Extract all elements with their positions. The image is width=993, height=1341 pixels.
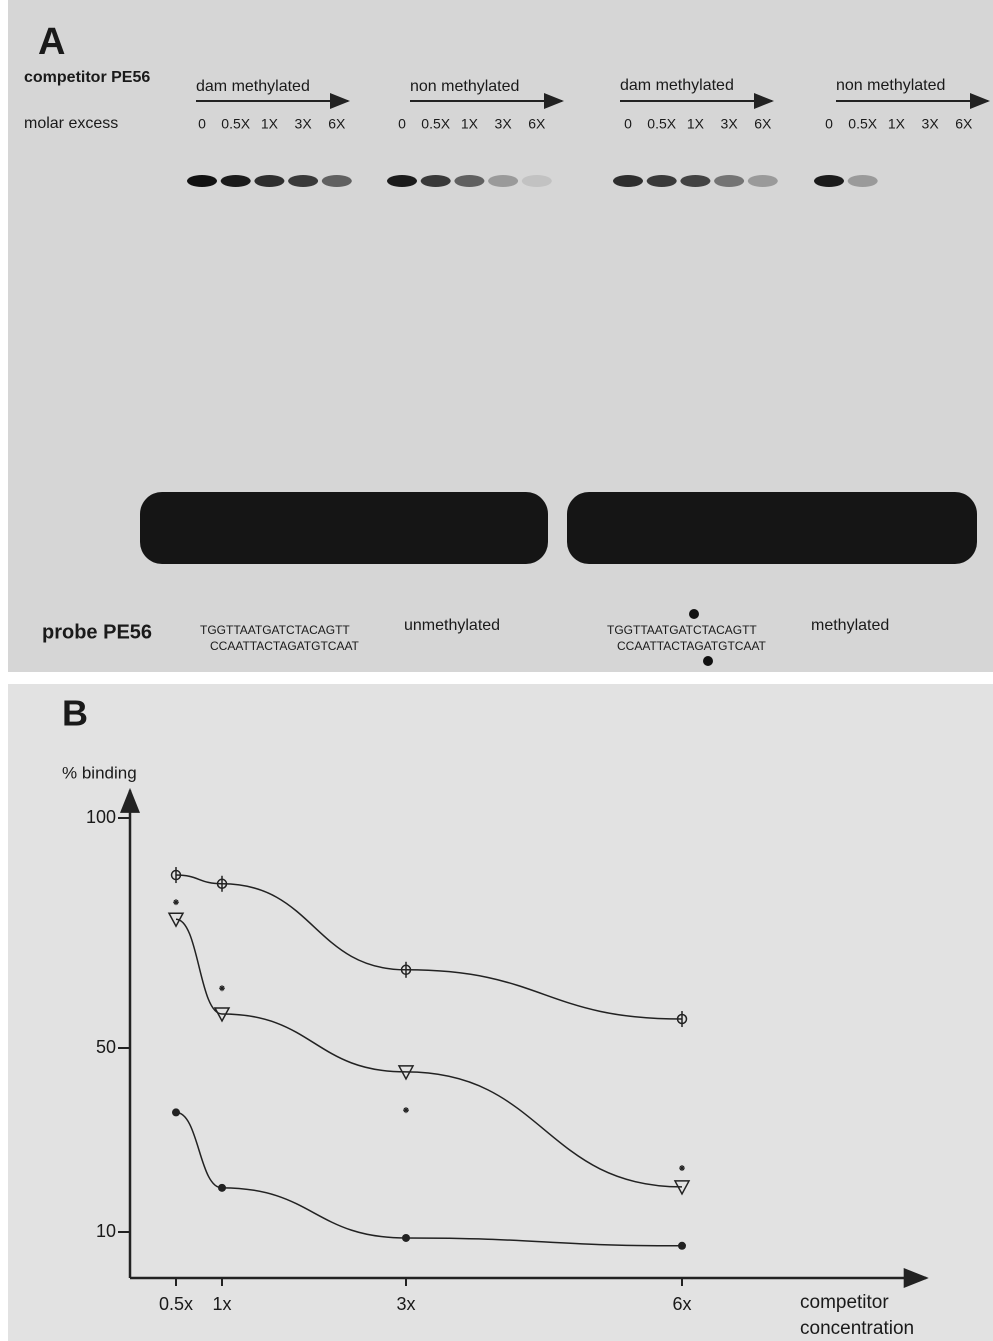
lane-label: 0.5X (848, 116, 877, 132)
marker-triangle (673, 1180, 691, 1196)
x-tick-label: 1x (212, 1294, 231, 1314)
lane-label: 6X (328, 116, 346, 132)
marker-dot (218, 1183, 226, 1192)
complex-band (254, 175, 285, 187)
marker-phi (170, 867, 182, 884)
panel-label: A (38, 21, 65, 63)
free-probe-band (567, 492, 977, 564)
complex-band (747, 175, 778, 187)
lane-label: 0.5X (221, 116, 250, 132)
panel-label: B (62, 693, 88, 734)
marker-dot (678, 1241, 686, 1250)
fit-curve (175, 1111, 683, 1247)
complex-band (814, 175, 844, 187)
complex-band (680, 175, 711, 187)
lane-label: 6X (528, 116, 546, 132)
molar-excess-label: molar excess (24, 115, 118, 132)
marker-triangle (213, 1007, 231, 1023)
marker-asterisk (173, 899, 179, 906)
lane-label: 0 (624, 116, 632, 132)
lane-label: 1X (261, 116, 279, 132)
x-tick-label: 0.5x (159, 1294, 193, 1314)
y-tick-label: 100 (86, 807, 116, 827)
sequence-bottom: CCAATTACTAGATGTCAAT (617, 639, 767, 653)
marker-triangle (397, 1065, 415, 1081)
lane-label: 6X (754, 116, 772, 132)
marker-asterisk (219, 985, 225, 992)
free-probe-band (140, 492, 548, 564)
marker-phi (400, 961, 412, 978)
group-title: dam methylated (196, 78, 310, 95)
sequence-bottom: CCAATTACTAGATGTCAAT (210, 639, 360, 653)
marker-asterisk (679, 1165, 685, 1172)
lane-label: 6X (955, 116, 973, 132)
complex-band (187, 175, 217, 187)
methyl-dot (703, 656, 713, 666)
marker-dot (402, 1233, 410, 1242)
sequence-top: TGGTTAATGATCTACAGTT (607, 623, 757, 637)
sequence-top: TGGTTAATGATCTACAGTT (200, 623, 350, 637)
marker-triangle (167, 912, 185, 928)
plot-background (8, 684, 993, 1341)
competitor-label: competitor PE56 (24, 69, 150, 86)
lane-label: 3X (295, 116, 313, 132)
complex-band (321, 175, 352, 187)
complex-band (847, 175, 878, 187)
probe-type: methylated (811, 617, 889, 634)
complex-band (488, 175, 519, 187)
y-tick-label: 50 (96, 1037, 116, 1057)
fit-curve (175, 918, 683, 1188)
lane-label: 3X (495, 116, 513, 132)
lane-label: 1X (461, 116, 479, 132)
lane-label: 1X (888, 116, 906, 132)
complex-band (387, 175, 417, 187)
lane-label: 0 (825, 116, 833, 132)
probe-type: unmethylated (404, 617, 500, 634)
group-title: non methylated (836, 77, 945, 94)
lane-label: 3X (922, 116, 940, 132)
x-tick-label: 3x (396, 1294, 415, 1314)
complex-band (420, 175, 451, 187)
complex-band (454, 175, 485, 187)
y-tick-label: 10 (96, 1221, 116, 1241)
complex-band (613, 175, 643, 187)
marker-dot (172, 1108, 180, 1117)
lane-label: 1X (687, 116, 705, 132)
complex-band (646, 175, 677, 187)
marker-asterisk (403, 1107, 409, 1114)
lane-label: 0 (198, 116, 206, 132)
complex-band (288, 175, 319, 187)
marker-phi (216, 875, 228, 892)
group-title: non methylated (410, 78, 519, 95)
group-title: dam methylated (620, 77, 734, 94)
lane-label: 3X (721, 116, 739, 132)
complex-band (714, 175, 745, 187)
probe-label: probe PE56 (42, 621, 152, 643)
y-axis-label: % binding (62, 763, 137, 782)
methyl-dot (689, 609, 699, 619)
marker-phi (676, 1011, 688, 1028)
lane-label: 0 (398, 116, 406, 132)
lane-label: 0.5X (421, 116, 450, 132)
gel (140, 175, 977, 564)
complex-band (521, 175, 552, 187)
x-axis-label: competitor concentration (800, 1292, 915, 1339)
complex-band (220, 175, 251, 187)
lane-label: 0.5X (647, 116, 676, 132)
x-tick-label: 6x (672, 1294, 691, 1314)
